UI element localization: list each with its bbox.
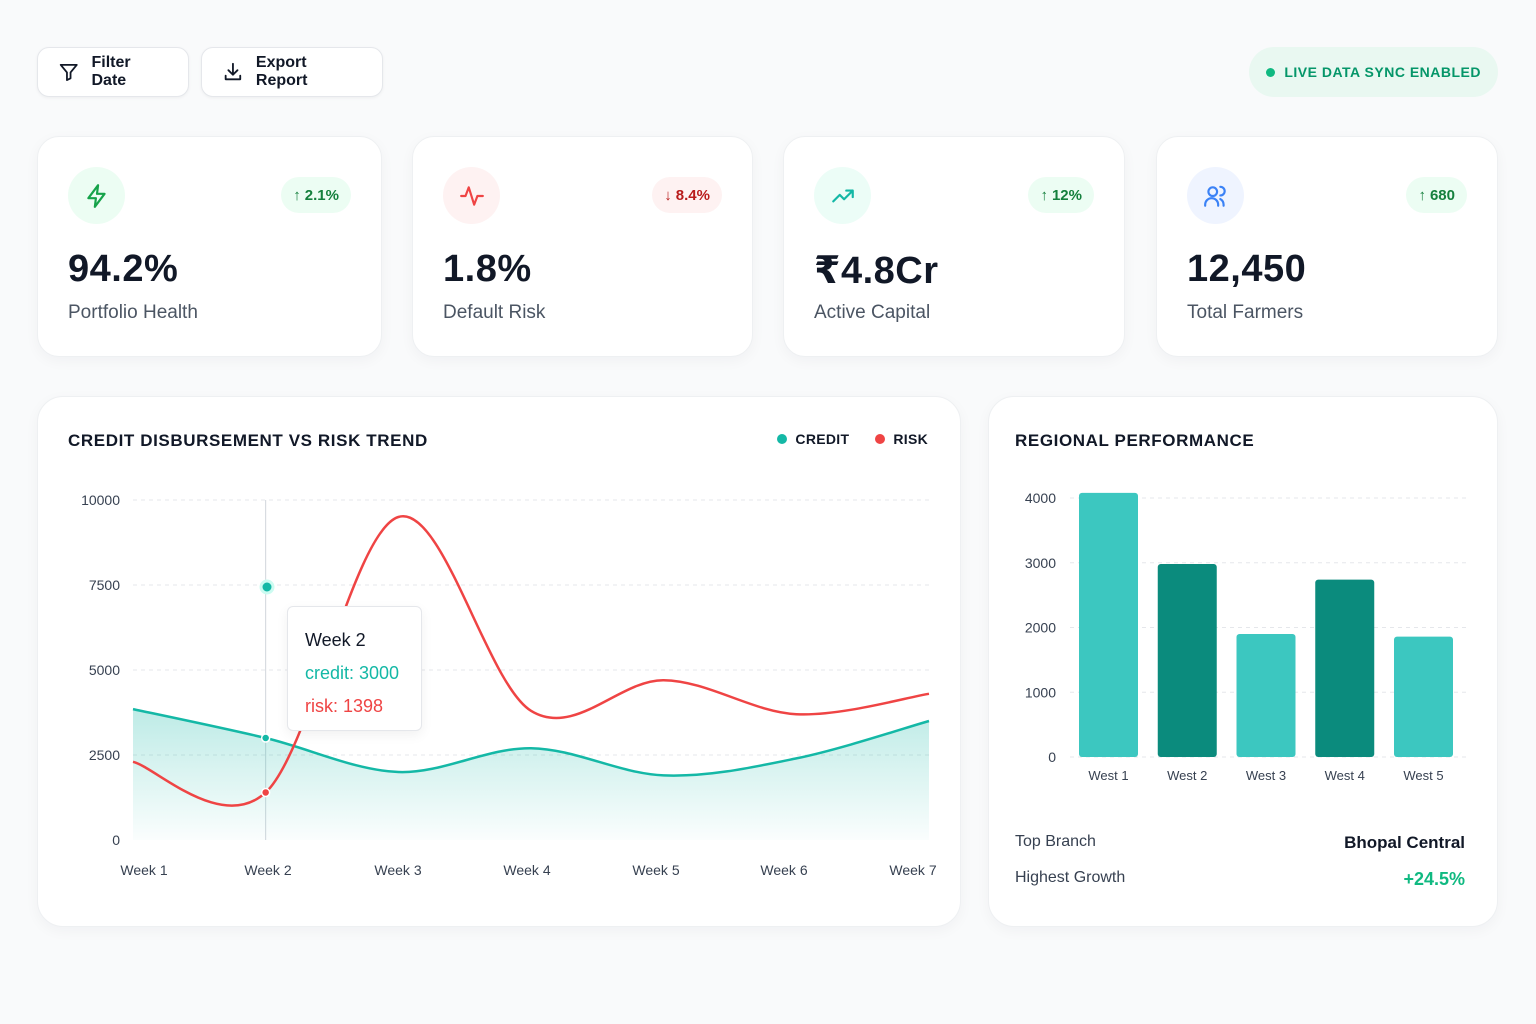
bar-west-1 (1079, 492, 1138, 757)
y-tick-label: 0 (112, 832, 120, 848)
x-tick-label: West 1 (1088, 768, 1128, 783)
x-tick-label: West 4 (1325, 768, 1365, 783)
bar-west-4 (1315, 579, 1375, 757)
export-report-button[interactable]: Export Report (201, 47, 383, 97)
kpi-label: Portfolio Health (68, 302, 198, 323)
y-tick-label: 7500 (89, 577, 120, 593)
kpi-label: Default Risk (443, 302, 546, 323)
hover-marker-point (259, 579, 275, 595)
trending-up-icon (814, 167, 871, 224)
x-tick-label: Week 5 (632, 862, 679, 878)
legend-swatch-credit (777, 434, 788, 444)
x-tick-label: Week 2 (244, 862, 291, 878)
x-tick-label: Week 3 (374, 862, 421, 878)
x-tick-label: Week 4 (503, 862, 550, 878)
live-status-dot (1266, 67, 1276, 77)
download-icon (224, 62, 242, 81)
kpi-value: 12,450 (1187, 248, 1307, 290)
top-branch-label: Top Branch (1015, 833, 1096, 850)
x-tick-label: Week 7 (889, 862, 936, 878)
bar-west-2 (1157, 564, 1217, 757)
y-tick-label: 1000 (1025, 684, 1056, 700)
x-tick-label: West 3 (1246, 768, 1286, 783)
export-report-label: Export Report (255, 54, 308, 89)
kpi-delta-badge: ↓ 8.4% (652, 177, 722, 213)
x-tick-label: West 5 (1403, 768, 1443, 783)
y-tick-label: 10000 (81, 492, 120, 508)
credit-area (133, 709, 929, 840)
kpi-card-total-farmers[interactable]: ↑ 680 12,450 Total Farmers (1156, 136, 1498, 357)
arrow-up-icon: ↑ (293, 186, 301, 204)
kpi-label: Total Farmers (1187, 302, 1304, 323)
arrow-up-icon: ↑ (1040, 186, 1048, 204)
bar-west-5 (1394, 636, 1453, 757)
kpi-delta-badge: ↑ 2.1% (281, 177, 351, 213)
x-tick-label: West 2 (1167, 768, 1207, 783)
kpi-value: 1.8% (443, 248, 532, 290)
filter-date-button[interactable]: Filter Date (37, 47, 189, 97)
y-tick-label: 4000 (1025, 490, 1056, 506)
kpi-label: Active Capital (814, 302, 931, 323)
region-chart-title: REGIONAL PERFORMANCE (1015, 431, 1255, 450)
y-tick-label: 2500 (89, 747, 120, 763)
highest-growth-value: +24.5% (1403, 869, 1465, 889)
legend-item-risk[interactable]: RISK (875, 431, 928, 447)
live-sync-badge: LIVE DATA SYNC ENABLED (1249, 47, 1498, 97)
top-branch-value: Bhopal Central (1344, 833, 1465, 852)
chart-tooltip: Week 2 credit: 3000 risk: 1398 (287, 606, 422, 731)
tooltip-credit: credit: 3000 (305, 663, 400, 683)
credit-active-point (260, 733, 271, 743)
kpi-card-active-capital[interactable]: ↑ 12% ₹4.8Cr Active Capital (783, 136, 1125, 357)
kpi-card-default-risk[interactable]: ↓ 8.4% 1.8% Default Risk (412, 136, 753, 357)
activity-icon (443, 167, 500, 224)
legend-swatch-risk (875, 434, 886, 444)
legend-item-credit[interactable]: CREDIT (777, 431, 849, 447)
arrow-up-icon: ↑ (1418, 186, 1426, 204)
top-branch-row: Top Branch Bhopal Central (1015, 833, 1465, 853)
y-tick-label: 3000 (1025, 555, 1056, 571)
risk-active-point (260, 787, 271, 798)
y-tick-label: 0 (1048, 749, 1056, 765)
kpi-delta-badge: ↑ 12% (1028, 177, 1094, 213)
y-tick-label: 5000 (89, 662, 120, 678)
y-tick-label: 2000 (1025, 620, 1056, 636)
kpi-card-portfolio-health[interactable]: ↑ 2.1% 94.2% Portfolio Health (37, 136, 382, 357)
lightning-icon (68, 167, 125, 224)
x-tick-label: Week 1 (120, 862, 167, 878)
kpi-delta-badge: ↑ 680 (1406, 177, 1467, 213)
trend-chart-title: CREDIT DISBURSEMENT VS RISK TREND (68, 431, 428, 450)
arrow-down-icon: ↓ (664, 186, 672, 204)
x-tick-label: Week 6 (760, 862, 807, 878)
kpi-value: 94.2% (68, 248, 179, 290)
users-icon (1187, 167, 1244, 224)
kpi-value: ₹4.8Cr (814, 250, 939, 292)
trend-legend: CREDIT RISK (777, 431, 928, 447)
filter-date-label: Filter Date (91, 54, 131, 89)
tooltip-risk: risk: 1398 (305, 696, 384, 716)
tooltip-week: Week 2 (305, 630, 366, 650)
bar-west-3 (1236, 633, 1296, 757)
highest-growth-row: Highest Growth +24.5% (1015, 869, 1465, 890)
live-sync-label: LIVE DATA SYNC ENABLED (1284, 64, 1481, 80)
filter-icon (59, 63, 78, 81)
highest-growth-label: Highest Growth (1015, 869, 1126, 886)
